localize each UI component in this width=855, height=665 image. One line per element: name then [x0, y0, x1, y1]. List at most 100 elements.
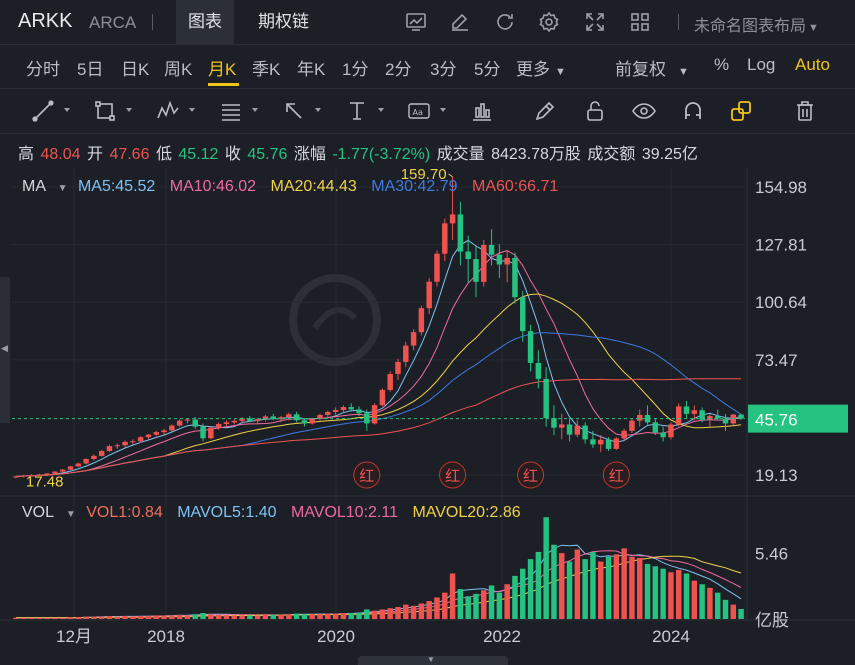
time-tick-label: 2024 — [652, 627, 690, 646]
candle-body — [621, 430, 627, 439]
period-month[interactable]: 月K — [208, 60, 237, 79]
tab-options-chain[interactable]: 期权链 — [258, 12, 309, 31]
watermark-logo — [289, 274, 381, 366]
caret-down-icon[interactable] — [64, 108, 70, 112]
candle-body — [332, 410, 339, 412]
ma-line-5 — [15, 239, 742, 477]
candle-body — [551, 418, 557, 428]
ma20-value: MA20:44.43 — [270, 178, 357, 195]
period-1min[interactable]: 1分 — [342, 60, 369, 79]
caret-down-icon[interactable]: ▼ — [57, 183, 68, 194]
wave-pattern-tool-icon[interactable] — [155, 98, 181, 124]
vol-indicator-name[interactable]: VOL — [22, 504, 54, 521]
svg-text:Aa: Aa — [413, 108, 423, 117]
period-more-dropdown[interactable]: 更多 ▼ — [516, 55, 566, 80]
volume-bar — [559, 553, 565, 619]
price-range-tool-icon[interactable] — [344, 98, 370, 124]
period-3min[interactable]: 3分 — [430, 60, 457, 79]
bar-pattern-tool-icon[interactable] — [469, 98, 495, 124]
arrow-tool-icon[interactable] — [281, 98, 307, 124]
volume-bar — [114, 616, 121, 619]
volume-bar — [683, 573, 690, 619]
volume-bar — [410, 605, 417, 619]
edit-icon[interactable] — [448, 10, 472, 34]
volume-bar — [145, 616, 152, 619]
tab-chart[interactable]: 图表 — [176, 0, 234, 44]
event-marker-label: 红 — [359, 467, 374, 485]
layers-icon[interactable] — [728, 98, 754, 124]
volume-bar — [566, 561, 573, 619]
candle-body — [512, 257, 518, 298]
candle-body — [449, 214, 456, 224]
percent-toggle[interactable]: % — [714, 55, 730, 74]
volume-bar — [488, 585, 495, 619]
candle-body — [75, 463, 82, 467]
period-5min[interactable]: 5分 — [474, 60, 501, 79]
event-marker — [602, 461, 630, 489]
caret-down-icon[interactable] — [440, 108, 446, 112]
period-intraday[interactable]: 分时 — [26, 60, 60, 79]
bottom-panel-toggle[interactable]: ▼ — [358, 656, 508, 665]
period-week[interactable]: 周K — [164, 60, 193, 79]
layout-name-dropdown[interactable]: 未命名图表布局 ▼ — [694, 12, 819, 36]
price-tick-label: 100.64 — [755, 293, 807, 312]
pencil-icon[interactable] — [532, 98, 558, 124]
caret-down-icon[interactable] — [126, 108, 132, 112]
price-tick-label: 127.81 — [755, 236, 807, 255]
candle-body — [582, 425, 588, 440]
caret-down-icon[interactable] — [252, 108, 258, 112]
eye-icon[interactable] — [631, 98, 657, 124]
volume-unit-label: 亿股 — [755, 611, 789, 630]
period-quarter[interactable]: 季K — [252, 60, 281, 79]
volume-bar — [278, 614, 284, 619]
volume-bar — [91, 616, 97, 619]
volume-bar — [395, 607, 401, 619]
divider — [152, 14, 153, 30]
fib-lines-tool-icon[interactable] — [218, 98, 244, 124]
log-toggle[interactable]: Log — [747, 55, 776, 74]
period-5d[interactable]: 5日 — [77, 60, 104, 79]
lock-icon[interactable] — [582, 98, 608, 124]
chart-line-icon[interactable] — [404, 10, 428, 34]
grid-layout-icon[interactable] — [628, 10, 652, 34]
ma-indicator-name[interactable]: MA — [22, 178, 46, 195]
event-marker-label: 红 — [609, 467, 624, 485]
gear-icon[interactable] — [537, 10, 561, 34]
top-bar: ARKK ARCA 图表 期权链 未命名图表布局 ▼ — [0, 0, 855, 45]
caret-down-icon[interactable] — [378, 108, 384, 112]
volume-bar — [605, 556, 612, 619]
adjust-mode-dropdown[interactable]: 前复权 ▼ — [615, 55, 689, 80]
volume-bar — [52, 617, 58, 619]
period-2min[interactable]: 2分 — [385, 60, 412, 79]
trash-icon[interactable] — [792, 98, 818, 124]
volume-bar — [598, 561, 604, 619]
magnet-icon[interactable] — [680, 98, 706, 124]
left-panel-toggle[interactable]: ◀ — [0, 277, 10, 423]
price-tick-label: 73.47 — [755, 351, 798, 370]
candle-body — [348, 407, 354, 410]
open-label: 开 — [86, 146, 103, 163]
caret-down-icon[interactable] — [189, 108, 195, 112]
refresh-icon[interactable] — [493, 10, 517, 34]
caret-down-icon[interactable] — [315, 108, 321, 112]
candle-body — [559, 424, 565, 428]
time-tick-label: 2022 — [483, 627, 521, 646]
chevron-left-icon: ◀ — [1, 343, 8, 353]
volume-bar — [527, 559, 534, 619]
candlestick-chart[interactable]: 154.98127.81100.6473.4719.1345.765.46亿股 … — [0, 168, 855, 665]
period-day[interactable]: 日K — [121, 60, 150, 79]
caret-down-icon[interactable]: ▼ — [65, 509, 76, 520]
candle-body — [301, 420, 308, 424]
trendline-tool-icon[interactable] — [30, 98, 56, 124]
volume-bar — [59, 617, 66, 619]
period-year[interactable]: 年K — [297, 60, 326, 79]
auto-toggle[interactable]: Auto — [795, 55, 830, 74]
volume-bar — [590, 551, 596, 619]
fullscreen-icon[interactable] — [583, 10, 607, 34]
text-tool-icon[interactable]: Aa — [406, 98, 432, 124]
candle-body — [613, 438, 620, 449]
symbol-ticker[interactable]: ARKK — [18, 10, 73, 32]
candle-body — [153, 432, 159, 435]
candle-body — [535, 362, 542, 379]
rectangle-tool-icon[interactable] — [92, 98, 118, 124]
